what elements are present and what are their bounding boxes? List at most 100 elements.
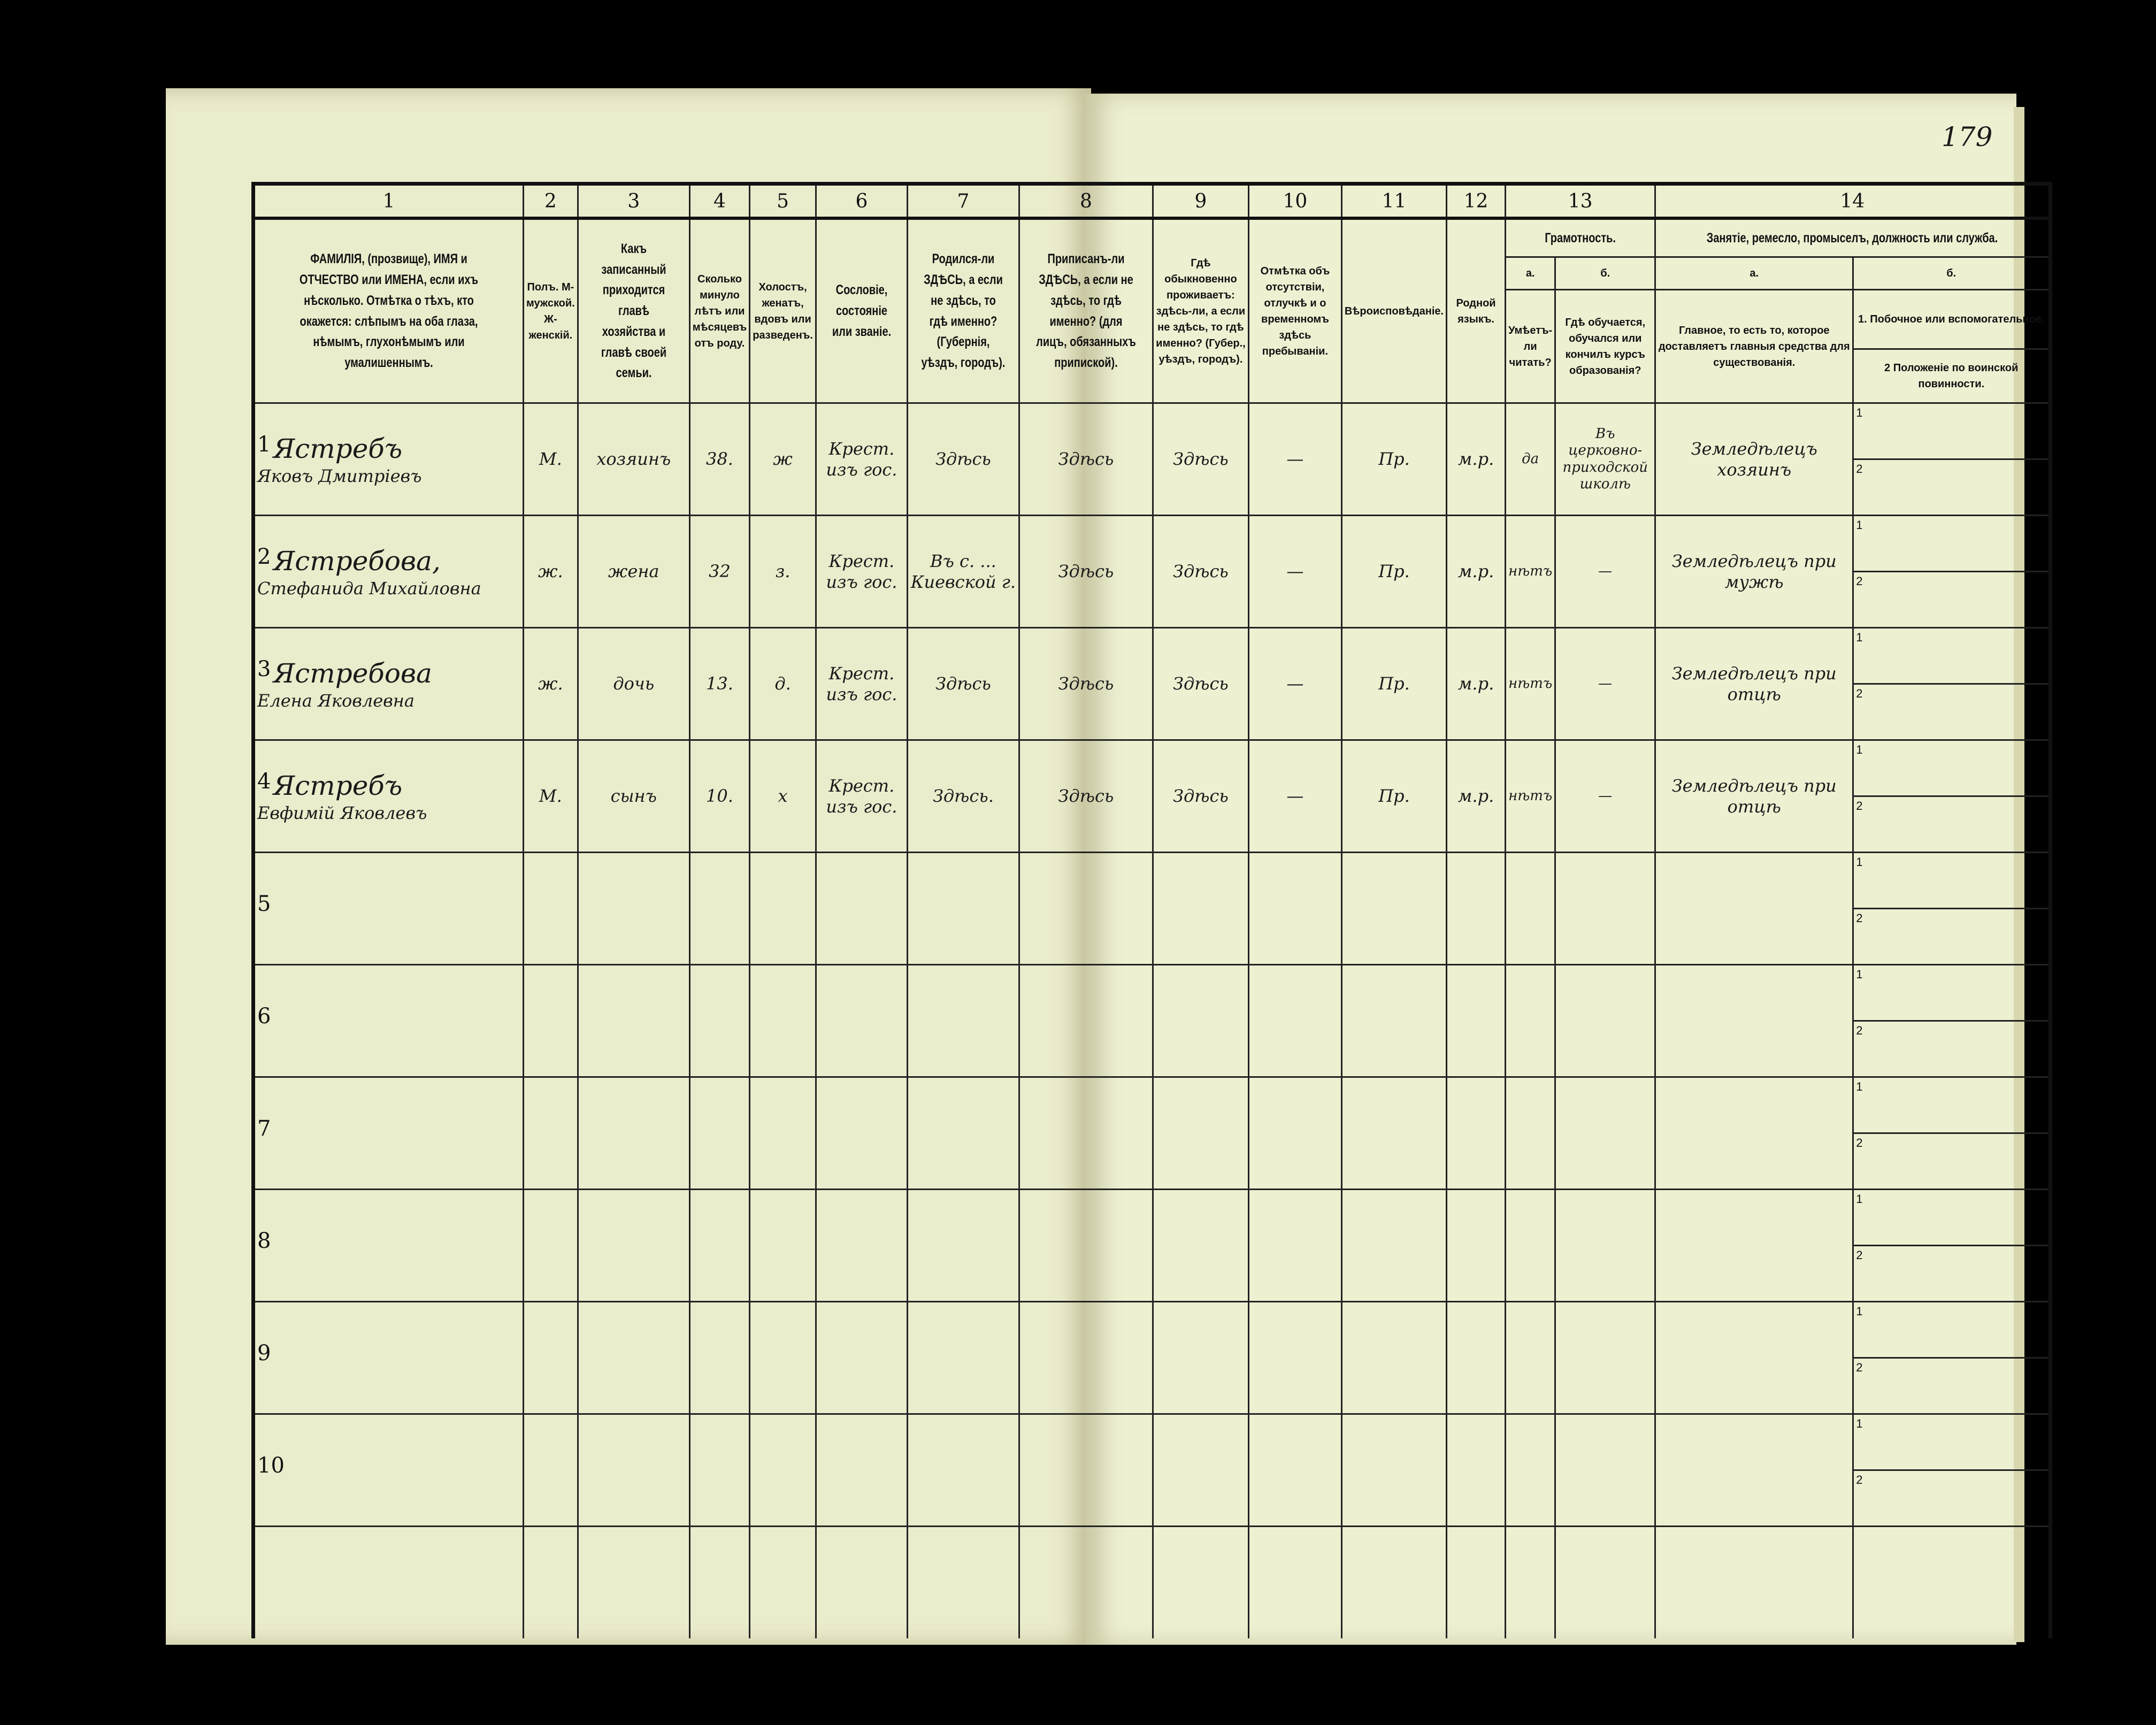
military-status-cell: 2 — [1852, 1245, 2053, 1302]
born-cell: Здѣсь. — [906, 739, 1020, 853]
religion-cell — [1340, 1076, 1448, 1190]
column-number-row: 1 2 3 4 5 6 7 8 9 10 11 12 13 14 — [251, 182, 2053, 220]
header-birthplace: Родился-ли ЗДѢСЬ, а если не здѣсь, то гд… — [906, 217, 1020, 404]
born-cell — [906, 964, 1020, 1078]
language-cell — [1446, 1189, 1507, 1302]
marital-cell — [749, 964, 817, 1078]
header-relation: Какъ записанный приходится главѣ хозяйст… — [577, 217, 690, 404]
absence-cell — [1247, 1413, 1342, 1527]
born-cell — [906, 1301, 1020, 1415]
language-cell: м.р. — [1446, 515, 1507, 628]
header-text: ФАМИЛІЯ, (прозвище), ИМЯ и ОТЧЕСТВО или … — [299, 251, 479, 370]
header-text: Полъ. М-мужской. Ж-женскій. — [526, 281, 575, 341]
given-names: Елена Яковлевна — [257, 690, 415, 711]
education-cell — [1554, 1301, 1656, 1415]
born-cell — [906, 1413, 1020, 1527]
resides-cell: Здѣсь — [1152, 402, 1249, 516]
name-cell: 6 — [251, 964, 524, 1078]
header-education: Гдѣ обучается, обучался или кончилъ курс… — [1554, 289, 1656, 404]
occupation-cell — [1654, 1076, 1854, 1190]
col-number: 3 — [577, 182, 690, 220]
sex-cell — [523, 1076, 579, 1190]
relation-cell: дочь — [577, 627, 690, 741]
blank-cell — [1852, 1525, 2053, 1638]
estate-cell: Крест. изъ гос. — [815, 627, 908, 741]
header-sex: Полъ. М-мужской. Ж-женскій. — [523, 217, 579, 404]
name-cell: 10 — [251, 1413, 524, 1527]
secondary-occupation-cell: 1 — [1852, 964, 2053, 1022]
born-cell — [906, 852, 1020, 965]
relation-cell: жена — [577, 515, 690, 628]
registered-cell — [1018, 1189, 1154, 1302]
table-row-sub: 2 — [254, 1245, 2053, 1302]
name-cell: 7 — [251, 1076, 524, 1190]
table-row-sub: 2 — [254, 683, 2053, 741]
registered-cell — [1018, 964, 1154, 1078]
relation-cell — [577, 1413, 690, 1527]
secondary-occupation-cell: 1 — [1852, 515, 2053, 572]
registered-cell — [1018, 1301, 1154, 1415]
blank-cell — [1554, 1525, 1656, 1638]
header-age: Сколько минуло лѣтъ или мѣсяцевъ отъ род… — [688, 217, 751, 404]
sex-cell — [523, 1189, 579, 1302]
religion-cell — [1340, 1301, 1448, 1415]
header-detail-row: Умѣетъ-ли читать? Гдѣ обучается, обучалс… — [254, 289, 2053, 404]
surname: Ястребова, — [273, 546, 441, 577]
given-names: Стефанида Михайловна — [257, 578, 481, 599]
relation-cell — [577, 1301, 690, 1415]
row-number: 6 — [257, 1004, 271, 1029]
religion-cell — [1340, 1189, 1448, 1302]
resides-cell: Здѣсь — [1152, 515, 1249, 628]
marital-cell — [749, 852, 817, 965]
marital-cell — [749, 1189, 817, 1302]
header-text: Главное, то есть то, которое доставляетъ… — [1658, 324, 1850, 369]
name-cell: 1 Ястребъ Яковъ Дмитріевъ — [251, 402, 524, 516]
age-cell — [688, 852, 751, 965]
header-text: Отмѣтка объ отсутствіи, отлучкѣ и о врем… — [1260, 265, 1330, 357]
education-cell — [1554, 1413, 1656, 1527]
registered-cell: Здѣсь — [1018, 515, 1154, 628]
header-text: Гдѣ обучается, обучался или кончилъ курс… — [1565, 316, 1646, 377]
header-letter: а. — [1654, 256, 1854, 290]
occupation-cell: Земледѣлецъ при мужѣ — [1654, 515, 1854, 628]
col-number: 5 — [749, 182, 817, 220]
estate-cell — [815, 1189, 908, 1302]
absence-cell — [1247, 1189, 1342, 1302]
row-number: 10 — [257, 1453, 285, 1478]
absence-cell — [1247, 1076, 1342, 1190]
census-table: 1 2 3 4 5 6 7 8 9 10 11 12 13 14 ФАМИЛІЯ… — [251, 182, 2053, 1638]
military-status-cell: 2 — [1852, 1357, 2053, 1415]
age-cell: 38. — [688, 402, 751, 516]
sex-cell: ж. — [523, 515, 579, 628]
header-residence: Гдѣ обыкновенно проживаетъ: здѣсь-ли, а … — [1152, 217, 1249, 404]
name-cell: 9 — [251, 1301, 524, 1415]
table-row: 3 Ястребова Елена Яковлевна ж. дочь 13. д. Кре… — [251, 627, 2053, 741]
education-cell — [1554, 1189, 1656, 1302]
blank-cell — [1654, 1525, 1854, 1638]
military-status-cell: 2 — [1852, 1469, 2053, 1527]
header-text: Вѣроисповѣданіе. — [1344, 305, 1444, 317]
religion-cell — [1340, 1413, 1448, 1527]
blank-cell — [906, 1525, 1020, 1638]
blank-cell — [1247, 1525, 1342, 1638]
col-number: 7 — [906, 182, 1020, 220]
estate-cell — [815, 1301, 908, 1415]
col-number: 2 — [523, 182, 579, 220]
name-cell: 4 Ястребъ Евфимій Яковлевъ — [251, 739, 524, 853]
registered-cell — [1018, 852, 1154, 965]
header-religion: Вѣроисповѣданіе. — [1340, 217, 1448, 404]
header-letter: б. — [1554, 256, 1656, 290]
education-cell: — — [1554, 627, 1656, 741]
header-estate: Сословіе, состояніе или званіе. — [815, 217, 908, 404]
age-cell — [688, 1076, 751, 1190]
literate-cell: нѣтъ — [1505, 627, 1556, 741]
header-main-occupation: Главное, то есть то, которое доставляетъ… — [1654, 289, 1854, 404]
col-number: 14 — [1654, 182, 2053, 220]
literate-cell — [1505, 1301, 1556, 1415]
language-cell: м.р. — [1446, 739, 1507, 853]
military-status-cell: 2 — [1852, 908, 2053, 965]
estate-cell — [815, 1076, 908, 1190]
born-cell — [906, 1076, 1020, 1190]
occupation-cell — [1654, 1413, 1854, 1527]
occupation-cell — [1654, 852, 1854, 965]
